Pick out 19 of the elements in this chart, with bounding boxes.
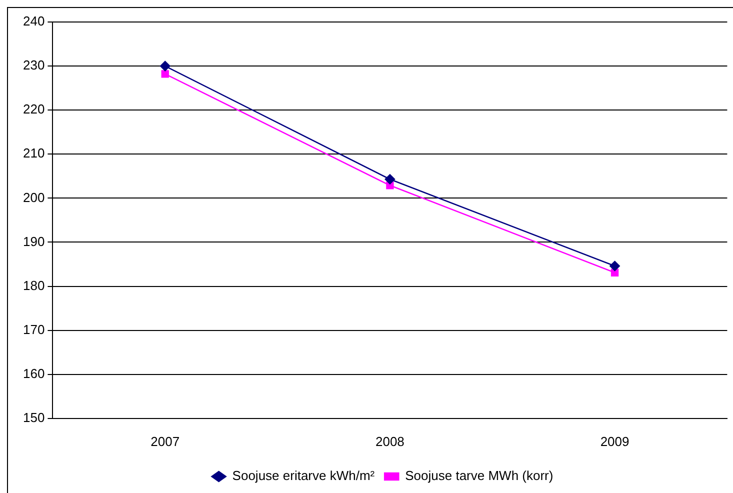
y-tick-label: 190 — [22, 234, 45, 249]
point — [384, 174, 396, 184]
legend-label: Soojuse eritarve kWh/m² — [232, 468, 376, 484]
x-tick-label: 2008 — [375, 434, 404, 449]
point — [160, 60, 170, 72]
y-tick-label: 160 — [22, 366, 45, 381]
y-tick-label: 180 — [22, 278, 45, 293]
y-tick-label: 240 — [22, 14, 45, 29]
y-tick-label: 170 — [22, 322, 45, 337]
y-tick-label: 220 — [22, 102, 45, 117]
y-tick-label: 210 — [22, 146, 45, 161]
legend-label: Soojuse tarve MWh (korr) — [405, 468, 554, 484]
point — [161, 70, 169, 78]
point — [610, 260, 620, 272]
y-tick-label: 200 — [22, 190, 45, 205]
x-tick-label: 2009 — [600, 434, 630, 449]
y-tick-label: 150 — [22, 410, 45, 425]
x-tick-label: 2007 — [150, 434, 180, 449]
y-tick-label: 230 — [22, 58, 45, 73]
